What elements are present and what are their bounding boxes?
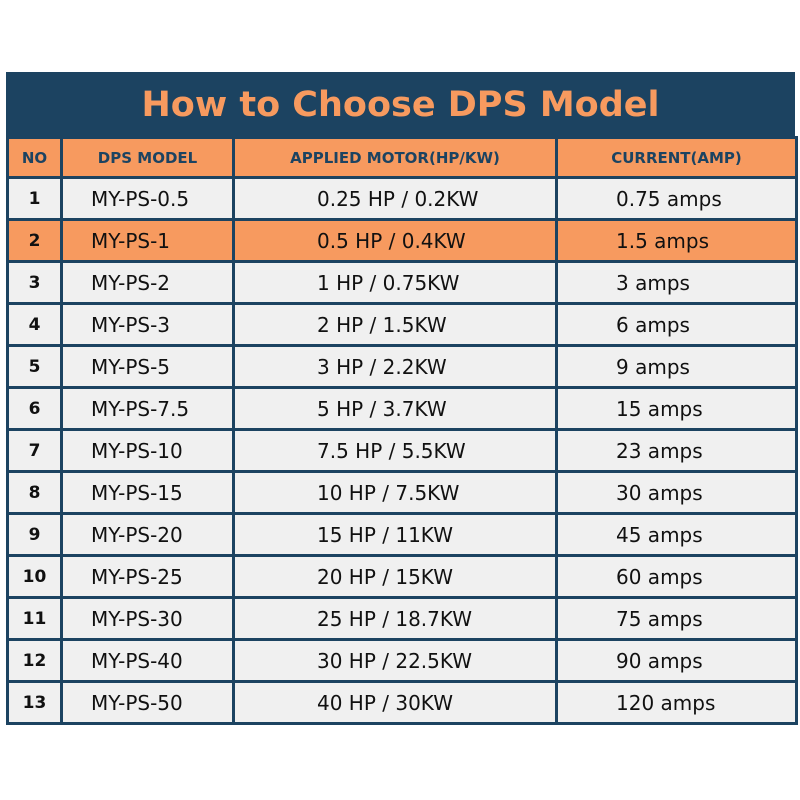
- cell-motor: 7.5 HP / 5.5KW: [232, 428, 558, 473]
- cell-model: MY-PS-10: [60, 428, 235, 473]
- cell-no: 7: [6, 428, 63, 473]
- cell-no: 3: [6, 260, 63, 305]
- cell-model: MY-PS-50: [60, 680, 235, 725]
- column-header-model: DPS MODEL: [60, 136, 235, 179]
- table-row: 10 MY-PS-25 20 HP / 15KW 60 amps: [6, 554, 798, 599]
- table-row: 12 MY-PS-40 30 HP / 22.5KW 90 amps: [6, 638, 798, 683]
- cell-motor: 2 HP / 1.5KW: [232, 302, 558, 347]
- cell-no: 12: [6, 638, 63, 683]
- cell-model: MY-PS-2: [60, 260, 235, 305]
- cell-current: 1.5 amps: [555, 218, 798, 263]
- cell-model: MY-PS-7.5: [60, 386, 235, 431]
- cell-no: 13: [6, 680, 63, 725]
- cell-current: 9 amps: [555, 344, 798, 389]
- cell-no: 10: [6, 554, 63, 599]
- table-row: 13 MY-PS-50 40 HP / 30KW 120 amps: [6, 680, 798, 725]
- cell-no: 1: [6, 176, 63, 221]
- cell-no: 6: [6, 386, 63, 431]
- cell-current: 6 amps: [555, 302, 798, 347]
- table-title: How to Choose DPS Model: [141, 85, 660, 125]
- cell-model: MY-PS-3: [60, 302, 235, 347]
- table-row: 5 MY-PS-5 3 HP / 2.2KW 9 amps: [6, 344, 798, 389]
- table-row: 11 MY-PS-30 25 HP / 18.7KW 75 amps: [6, 596, 798, 641]
- cell-current: 3 amps: [555, 260, 798, 305]
- table-row: 2 MY-PS-1 0.5 HP / 0.4KW 1.5 amps: [6, 218, 798, 263]
- cell-motor: 40 HP / 30KW: [232, 680, 558, 725]
- header-row: NO DPS MODEL APPLIED MOTOR(HP/KW) CURREN…: [6, 136, 798, 179]
- cell-motor: 15 HP / 11KW: [232, 512, 558, 557]
- cell-model: MY-PS-15: [60, 470, 235, 515]
- cell-no: 4: [6, 302, 63, 347]
- column-header-motor: APPLIED MOTOR(HP/KW): [232, 136, 558, 179]
- cell-no: 11: [6, 596, 63, 641]
- cell-current: 23 amps: [555, 428, 798, 473]
- column-header-no: NO: [6, 136, 63, 179]
- cell-motor: 25 HP / 18.7KW: [232, 596, 558, 641]
- cell-model: MY-PS-25: [60, 554, 235, 599]
- column-header-current: CURRENT(AMP): [555, 136, 798, 179]
- cell-model: MY-PS-0.5: [60, 176, 235, 221]
- cell-current: 60 amps: [555, 554, 798, 599]
- table-row: 3 MY-PS-2 1 HP / 0.75KW 3 amps: [6, 260, 798, 305]
- cell-motor: 20 HP / 15KW: [232, 554, 558, 599]
- cell-motor: 5 HP / 3.7KW: [232, 386, 558, 431]
- cell-current: 45 amps: [555, 512, 798, 557]
- cell-current: 30 amps: [555, 470, 798, 515]
- cell-no: 9: [6, 512, 63, 557]
- cell-no: 8: [6, 470, 63, 515]
- cell-model: MY-PS-40: [60, 638, 235, 683]
- cell-motor: 0.5 HP / 0.4KW: [232, 218, 558, 263]
- cell-motor: 30 HP / 22.5KW: [232, 638, 558, 683]
- cell-current: 120 amps: [555, 680, 798, 725]
- cell-motor: 0.25 HP / 0.2KW: [232, 176, 558, 221]
- cell-motor: 3 HP / 2.2KW: [232, 344, 558, 389]
- table-row: 7 MY-PS-10 7.5 HP / 5.5KW 23 amps: [6, 428, 798, 473]
- dps-model-table-container: How to Choose DPS Model NO DPS MODEL APP…: [6, 72, 798, 725]
- table-row: 4 MY-PS-3 2 HP / 1.5KW 6 amps: [6, 302, 798, 347]
- table-row: 8 MY-PS-15 10 HP / 7.5KW 30 amps: [6, 470, 798, 515]
- cell-current: 75 amps: [555, 596, 798, 641]
- cell-motor: 1 HP / 0.75KW: [232, 260, 558, 305]
- cell-model: MY-PS-20: [60, 512, 235, 557]
- cell-model: MY-PS-30: [60, 596, 235, 641]
- table-row: 6 MY-PS-7.5 5 HP / 3.7KW 15 amps: [6, 386, 798, 431]
- cell-current: 15 amps: [555, 386, 798, 431]
- cell-no: 5: [6, 344, 63, 389]
- table-row: 9 MY-PS-20 15 HP / 11KW 45 amps: [6, 512, 798, 557]
- cell-current: 0.75 amps: [555, 176, 798, 221]
- cell-no: 2: [6, 218, 63, 263]
- cell-model: MY-PS-1: [60, 218, 235, 263]
- cell-model: MY-PS-5: [60, 344, 235, 389]
- cell-current: 90 amps: [555, 638, 798, 683]
- table-row: 1 MY-PS-0.5 0.25 HP / 0.2KW 0.75 amps: [6, 176, 798, 221]
- cell-motor: 10 HP / 7.5KW: [232, 470, 558, 515]
- dps-model-table: NO DPS MODEL APPLIED MOTOR(HP/KW) CURREN…: [6, 136, 798, 725]
